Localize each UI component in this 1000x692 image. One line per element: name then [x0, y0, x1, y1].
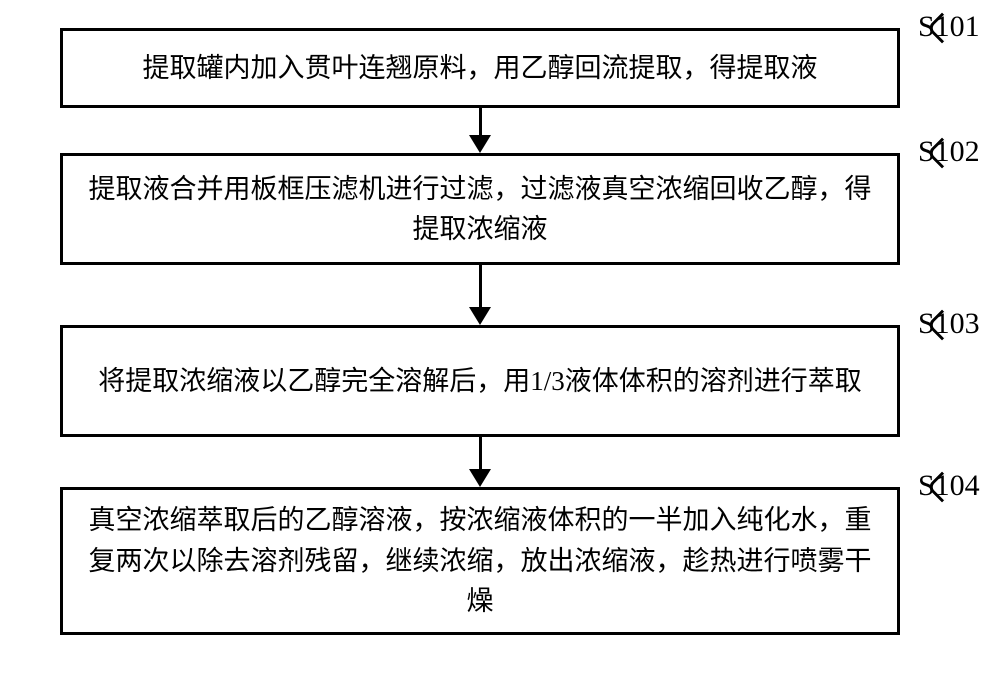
step-label: S101	[918, 10, 980, 44]
step-label: S102	[918, 135, 980, 169]
step-text: 真空浓缩萃取后的乙醇溶液，按浓缩液体积的一半加入纯化水，重复两次以除去溶剂残留，…	[83, 500, 877, 622]
step-label: S104	[918, 469, 980, 503]
arrow-down-icon	[60, 437, 900, 487]
step-box: 提取液合并用板框压滤机进行过滤，过滤液真空浓缩回收乙醇，得提取浓缩液	[60, 153, 900, 265]
step-box: 将提取浓缩液以乙醇完全溶解后，用1/3液体体积的溶剂进行萃取	[60, 325, 900, 437]
step-text: 提取罐内加入贯叶连翘原料，用乙醇回流提取，得提取液	[143, 48, 818, 89]
step-text: 将提取浓缩液以乙醇完全溶解后，用1/3液体体积的溶剂进行萃取	[98, 361, 862, 402]
step-s102: 提取液合并用板框压滤机进行过滤，过滤液真空浓缩回收乙醇，得提取浓缩液S102	[60, 153, 940, 265]
step-box: 提取罐内加入贯叶连翘原料，用乙醇回流提取，得提取液	[60, 28, 900, 108]
flowchart-container: 提取罐内加入贯叶连翘原料，用乙醇回流提取，得提取液S101 提取液合并用板框压滤机…	[60, 28, 940, 635]
step-s103: 将提取浓缩液以乙醇完全溶解后，用1/3液体体积的溶剂进行萃取S103	[60, 325, 940, 437]
step-box: 真空浓缩萃取后的乙醇溶液，按浓缩液体积的一半加入纯化水，重复两次以除去溶剂残留，…	[60, 487, 900, 635]
step-s104: 真空浓缩萃取后的乙醇溶液，按浓缩液体积的一半加入纯化水，重复两次以除去溶剂残留，…	[60, 487, 940, 635]
step-s101: 提取罐内加入贯叶连翘原料，用乙醇回流提取，得提取液S101	[60, 28, 940, 108]
step-text: 提取液合并用板框压滤机进行过滤，过滤液真空浓缩回收乙醇，得提取浓缩液	[83, 169, 877, 250]
step-label: S103	[918, 307, 980, 341]
arrow-down-icon	[60, 108, 900, 153]
arrow-down-icon	[60, 265, 900, 325]
